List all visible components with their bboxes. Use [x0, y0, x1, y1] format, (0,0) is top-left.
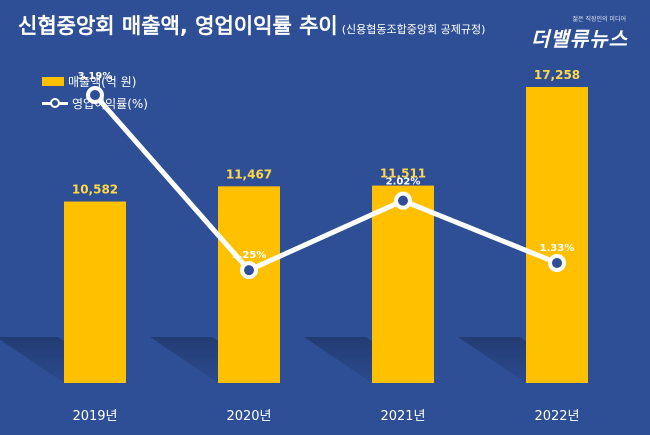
margin-point-2 — [240, 261, 258, 280]
legend-item-bar: 매출액(억 원) — [42, 70, 148, 92]
logo-tagline: 젊은 직장인의 미디어 — [572, 16, 627, 23]
bar-value-label: 17,258 — [534, 68, 580, 82]
bar-1 — [64, 201, 126, 383]
legend-line-swatch — [42, 97, 68, 109]
margin-value-label: 1.25% — [232, 250, 267, 261]
x-tick-label: 2019년 — [72, 409, 117, 424]
margin-point-3 — [394, 191, 412, 210]
margin-line — [93, 93, 558, 273]
bar-value-label: 10,582 — [72, 183, 118, 197]
chart-title: 신협중앙회 매출액, 영업이익률 추이 (신용협동조합중앙회 공제규정) — [18, 10, 485, 40]
legend-bar-label: 매출액(억 원) — [68, 74, 137, 89]
title-subtitle: (신용협동조합중앙회 공제규정) — [341, 23, 486, 36]
x-tick-label: 2020년 — [226, 409, 271, 424]
logo-name: 더밸류뉴스 — [531, 27, 628, 51]
bar-2 — [218, 186, 280, 383]
bar-4 — [526, 87, 588, 383]
margin-value-label: 2.02% — [386, 177, 421, 188]
margin-value-label: 1.33% — [540, 243, 575, 254]
x-tick-label: 2022년 — [534, 409, 579, 424]
logo: 젊은 직장인의 미디어 더밸류뉴스 — [531, 14, 628, 52]
bar-3 — [372, 185, 434, 383]
bar-value-label: 11,467 — [226, 167, 272, 181]
legend-bar-swatch — [42, 76, 64, 86]
bar-value-label: 11,511 — [380, 167, 426, 181]
title-main: 신협중앙회 매출액, 영업이익률 추이 — [18, 14, 338, 38]
margin-value-label: 3.19% — [78, 71, 113, 82]
margin-point-4 — [548, 253, 566, 272]
x-tick-label: 2021년 — [380, 409, 425, 424]
margin-point-1 — [86, 86, 104, 105]
